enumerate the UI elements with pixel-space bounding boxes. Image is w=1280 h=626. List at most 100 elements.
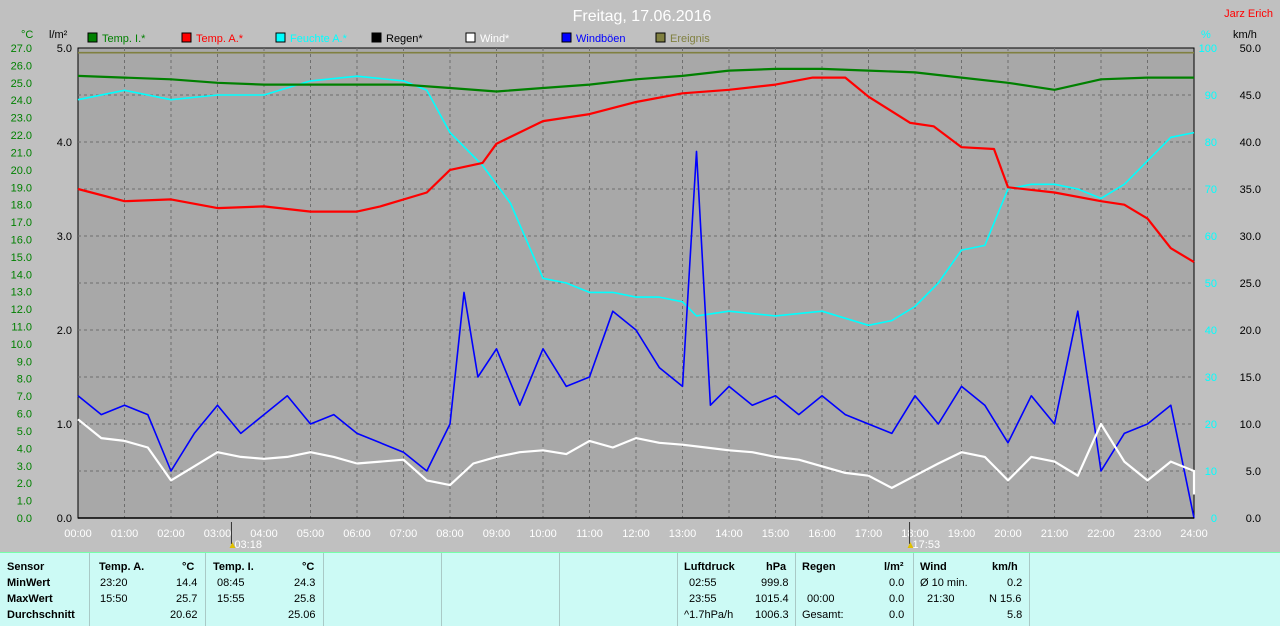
pressure-unit: hPa [766,561,787,573]
rain-tick-label: 2.0 [57,325,72,337]
series-line-wind [77,418,1196,495]
rain-total-val: 0.0 [889,609,905,621]
rain-total-label: Gesamt: [802,609,844,621]
x-tick-label: 09:00 [483,528,511,540]
wind-tick-label: 40.0 [1240,137,1261,149]
humidity-tick-label: 10 [1205,466,1217,478]
temp-i-unit: °C [302,561,315,573]
x-tick-label: 13:00 [669,528,697,540]
event-marker-time: 03:18 [234,539,262,551]
stats-row-avg: Durchschnitt [7,609,75,621]
x-tick-label: 14:00 [715,528,743,540]
humidity-tick-label: 60 [1205,231,1217,243]
humidity-tick-label: 30 [1205,372,1217,384]
series-line-windben [77,150,1195,519]
legend-label: Ereignis [670,33,710,45]
temp-unit-label: °C [21,29,33,41]
x-tick-label: 00:00 [64,528,92,540]
rain-min-val: 0.0 [889,577,905,589]
x-tick-label: 07:00 [390,528,418,540]
x-tick-label: 11:00 [576,528,603,540]
legend-swatch [87,32,98,43]
stats-row-sensor: Sensor [7,561,45,573]
stats-col-labels: Sensor MinWert MaxWert Durchschnitt [0,553,90,626]
wind-unit: km/h [992,561,1018,573]
temp-tick-label: 1.0 [17,496,32,508]
legend-swatch [371,32,382,43]
rain-tick-label: 5.0 [57,43,72,55]
temp-tick-label: 26.0 [11,60,32,72]
legend-label: Regen* [386,33,423,45]
temp-tick-label: 7.0 [17,391,32,403]
stats-col-pressure: Luftdruck hPa 02:55 999.8 23:55 1015.4 ^… [678,553,796,626]
temp-tick-label: 21.0 [11,147,32,159]
stats-panel: Sensor MinWert MaxWert Durchschnitt Temp… [0,552,1280,626]
legend-swatch [655,32,666,43]
humidity-tick-label: 40 [1205,325,1217,337]
legend-swatch [561,32,572,43]
x-tick-label: 02:00 [157,528,185,540]
x-tick-label: 08:00 [436,528,464,540]
x-tick-label: 05:00 [297,528,325,540]
wind-tick-label: 25.0 [1240,278,1261,290]
temp-tick-label: 15.0 [11,252,32,264]
temp-tick-label: 14.0 [11,269,32,281]
temp-a-max-time: 15:50 [100,593,128,605]
wind-tick-label: 20.0 [1240,325,1261,337]
rain-tick-label: 1.0 [57,419,72,431]
stats-col-empty-3 [560,553,678,626]
temp-tick-label: 24.0 [11,95,32,107]
x-tick-label: 17:00 [855,528,883,540]
legend-label: Temp. I.* [102,33,146,45]
x-tick-label: 12:00 [622,528,650,540]
stats-col-wind: Wind km/h Ø 10 min. 0.2 21:30 N 15.6 5.8 [914,553,1030,626]
legend-label: Windböen [576,33,626,45]
x-tick-label: 23:00 [1134,528,1162,540]
rain-label: Regen [802,561,836,573]
temp-i-avg: 25.06 [288,609,316,621]
wind-unit-label: km/h [1233,29,1257,41]
wind-avg-label: Ø 10 min. [920,577,968,589]
stats-col-rain: Regen l/m² 00:00 0.0 0.0 Gesamt: 0.0 [796,553,914,626]
wind-tick-label: 0.0 [1246,513,1261,525]
temp-tick-label: 3.0 [17,461,32,473]
temp-tick-label: 19.0 [11,182,32,194]
temp-tick-label: 27.0 [11,43,32,55]
event-markers: ▲03:18 ▲17:53 [227,522,940,551]
temp-a-min-val: 14.4 [176,577,198,589]
legend-label: Wind* [480,33,510,45]
rain-tick-label: 0.0 [57,513,72,525]
pressure-label: Luftdruck [684,561,735,573]
legend-swatch [275,32,286,43]
rain-val: 0.0 [889,593,905,605]
wind-label: Wind [920,561,947,573]
wind-tick-label: 50.0 [1240,43,1261,55]
temp-i-min-time: 08:45 [217,577,245,589]
series-line-tempi [77,67,1194,93]
temp-tick-label: 12.0 [11,304,32,316]
wind-avg: 5.8 [1007,609,1023,621]
wind-tick-label: 5.0 [1246,466,1261,478]
series-line-feuchtea [77,75,1195,327]
temp-tick-label: 2.0 [17,478,32,490]
temp-a-min-time: 23:20 [100,577,128,589]
stats-col-empty-2 [442,553,560,626]
event-marker-time: 17:53 [913,539,941,551]
stats-row-max: MaxWert [7,593,53,605]
sun-icon: ▲ [227,540,237,551]
x-tick-label: 04:00 [250,528,278,540]
temp-a-label: Temp. A. [99,561,145,573]
legend: Temp. I.* Temp. A.* Feuchte A.* Regen* Wind*… [87,32,710,45]
stats-row-min: MinWert [7,577,51,589]
wind-avg-val: 0.2 [1007,577,1023,589]
humidity-tick-label: 0 [1211,513,1217,525]
temp-i-max-val: 25.8 [294,593,316,605]
rain-tick-label: 4.0 [57,137,72,149]
x-tick-label: 19:00 [948,528,976,540]
temp-tick-label: 10.0 [11,339,32,351]
grid [78,48,1194,518]
stats-col-empty-1 [324,553,442,626]
temp-tick-label: 5.0 [17,426,32,438]
pressure-max-time: 23:55 [689,593,717,605]
humidity-tick-label: 90 [1205,90,1217,102]
